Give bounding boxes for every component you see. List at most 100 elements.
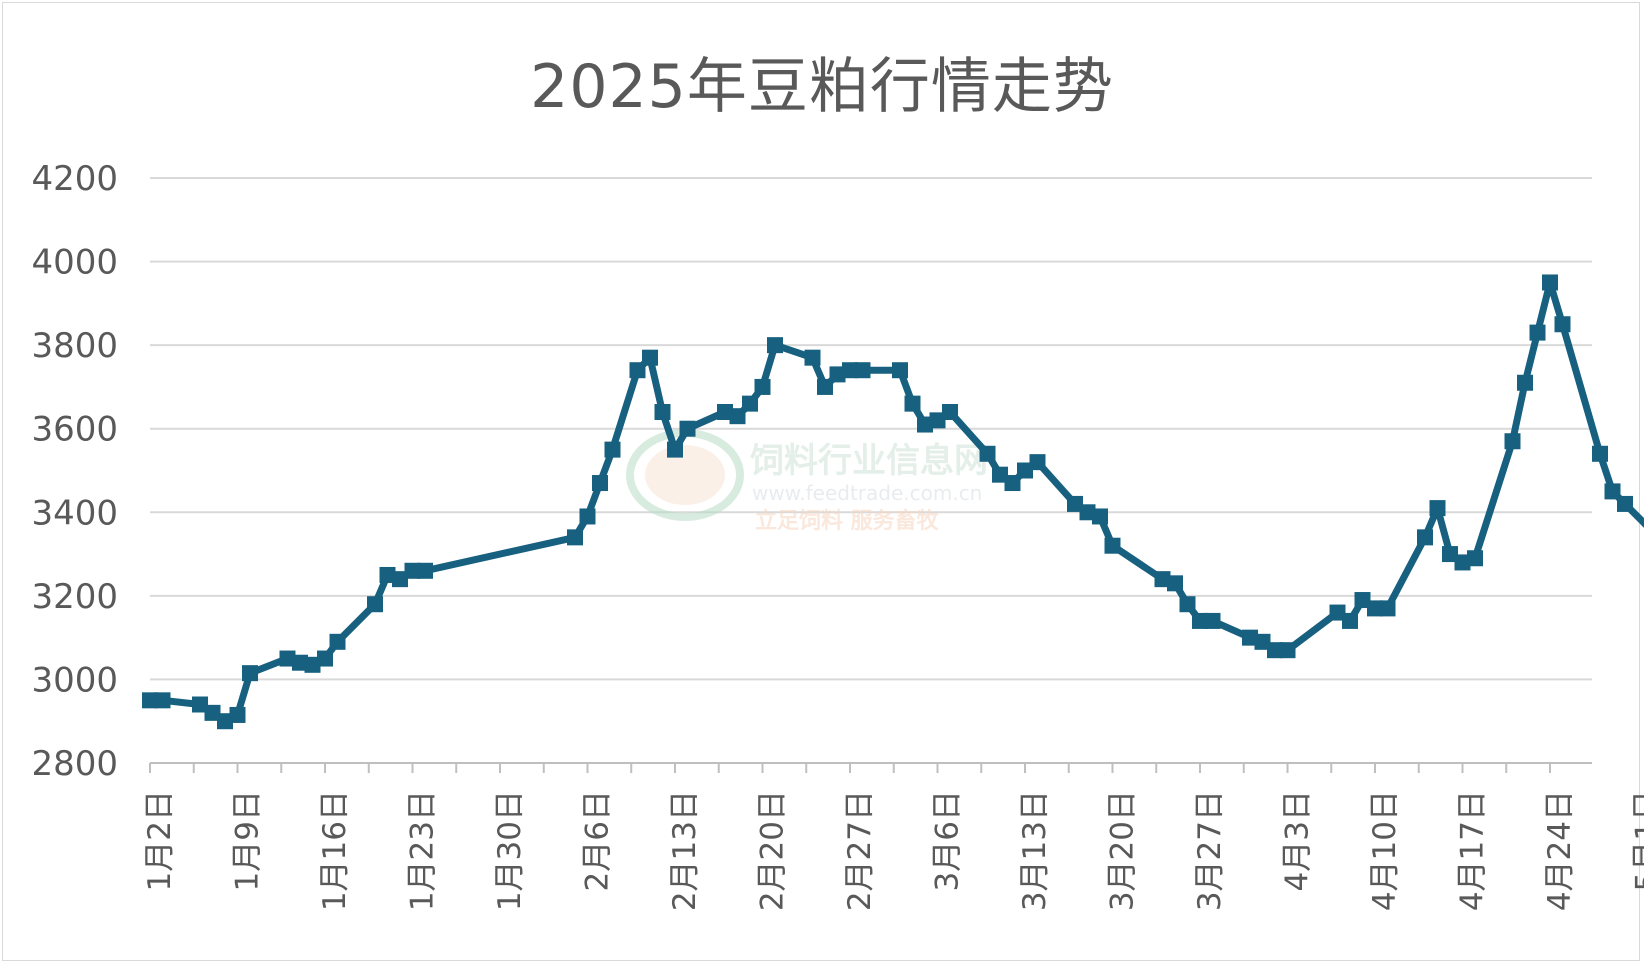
x-tick-label: 3月20日 bbox=[1105, 790, 1141, 911]
data-point bbox=[217, 713, 233, 730]
y-tick-label: 4200 bbox=[31, 159, 118, 199]
watermark-slogan: 立足饲料 服务畜牧 bbox=[755, 508, 940, 534]
data-point bbox=[567, 529, 583, 546]
x-tick-label: 1月2日 bbox=[142, 790, 178, 891]
data-point bbox=[1342, 612, 1358, 629]
x-tick-label: 4月10日 bbox=[1367, 790, 1403, 911]
data-point bbox=[979, 445, 996, 462]
data-point bbox=[1379, 600, 1396, 617]
data-point bbox=[367, 596, 383, 613]
x-tick-label: 1月16日 bbox=[317, 790, 353, 911]
x-axis bbox=[149, 762, 1592, 773]
x-tick-label: 4月3日 bbox=[1280, 790, 1316, 891]
data-point bbox=[742, 395, 758, 412]
x-tick-label: 2月20日 bbox=[755, 790, 791, 911]
data-point bbox=[1267, 642, 1283, 659]
data-point bbox=[304, 656, 321, 673]
data-point bbox=[192, 696, 208, 713]
data-point bbox=[1029, 454, 1046, 471]
data-point bbox=[1554, 316, 1571, 333]
y-tick-label: 4000 bbox=[31, 243, 118, 283]
x-tick-label: 2月27日 bbox=[842, 790, 878, 911]
data-point bbox=[817, 378, 833, 395]
data-point bbox=[1079, 504, 1096, 521]
data-point bbox=[1542, 274, 1558, 291]
data-point bbox=[642, 349, 658, 366]
data-point bbox=[829, 366, 846, 383]
data-point bbox=[1179, 596, 1196, 613]
data-point bbox=[204, 704, 221, 721]
data-point bbox=[1154, 571, 1171, 588]
watermark-url: www.feedtrade.com.cn bbox=[752, 481, 982, 505]
data-point bbox=[729, 408, 746, 425]
data-point bbox=[1104, 537, 1121, 554]
x-axis-labels: 1月2日 1月9日 1月16日 1月23日 1月30日 2月6日 2月13日 2月20日 2月2… bbox=[142, 790, 1644, 911]
data-point bbox=[929, 412, 946, 429]
data-point bbox=[1004, 475, 1021, 492]
y-tick-label: 3600 bbox=[31, 410, 118, 450]
data-point bbox=[1592, 445, 1608, 462]
data-point bbox=[1454, 554, 1471, 571]
data-point bbox=[992, 466, 1008, 483]
x-tick-label: 2月13日 bbox=[667, 790, 703, 911]
data-point bbox=[329, 633, 346, 650]
data-point bbox=[604, 441, 621, 458]
data-point bbox=[917, 416, 933, 433]
x-tick-label: 3月6日 bbox=[930, 790, 966, 891]
data-point bbox=[1529, 324, 1546, 341]
data-point bbox=[1192, 612, 1208, 629]
data-point bbox=[1067, 495, 1083, 512]
data-point bbox=[229, 706, 246, 723]
data-point bbox=[1092, 508, 1108, 525]
data-point bbox=[1354, 592, 1371, 609]
data-point bbox=[1617, 495, 1633, 512]
x-tick-label: 2月6日 bbox=[580, 790, 616, 891]
data-point bbox=[404, 562, 421, 579]
y-tick-label: 3200 bbox=[31, 577, 118, 617]
x-tick-label: 4月24日 bbox=[1542, 790, 1578, 911]
x-tick-label: 3月27日 bbox=[1192, 790, 1228, 911]
data-point bbox=[942, 404, 958, 420]
y-tick-label: 2800 bbox=[31, 744, 118, 784]
data-point bbox=[1254, 633, 1271, 650]
x-tick-label: 4月17日 bbox=[1455, 790, 1491, 911]
data-point bbox=[654, 404, 671, 420]
data-point bbox=[1167, 575, 1183, 592]
data-point bbox=[317, 650, 333, 667]
data-point bbox=[142, 692, 158, 709]
data-point bbox=[1429, 500, 1446, 517]
data-point bbox=[1204, 612, 1221, 629]
data-point bbox=[767, 337, 783, 354]
y-tick-label: 3000 bbox=[31, 660, 118, 700]
data-point bbox=[392, 571, 408, 588]
x-tick-label: 1月30日 bbox=[492, 790, 528, 911]
data-point bbox=[279, 650, 296, 667]
data-point bbox=[1367, 600, 1383, 617]
data-point bbox=[592, 475, 608, 492]
x-tick-label: 1月23日 bbox=[405, 790, 441, 911]
data-point bbox=[1017, 462, 1033, 479]
data-point bbox=[579, 508, 596, 525]
data-point bbox=[1417, 529, 1433, 546]
data-point bbox=[892, 362, 908, 379]
data-point bbox=[242, 665, 258, 682]
data-point bbox=[1329, 604, 1346, 621]
x-tick-label: 1月9日 bbox=[230, 790, 266, 891]
data-point bbox=[717, 404, 733, 420]
data-point bbox=[804, 349, 821, 366]
data-point bbox=[1279, 642, 1296, 659]
series-markers bbox=[142, 274, 1633, 730]
data-point bbox=[1442, 546, 1458, 563]
y-tick-label: 3800 bbox=[31, 326, 118, 366]
data-point bbox=[1467, 550, 1483, 567]
data-point bbox=[854, 362, 871, 379]
data-point bbox=[1242, 629, 1258, 646]
data-point bbox=[842, 362, 858, 379]
data-point bbox=[904, 395, 921, 412]
data-point bbox=[1517, 374, 1533, 391]
data-point bbox=[154, 692, 171, 709]
x-tick-label: 5月1日 bbox=[1630, 790, 1644, 891]
watermark-name: 饲料行业信息网 bbox=[750, 441, 988, 481]
